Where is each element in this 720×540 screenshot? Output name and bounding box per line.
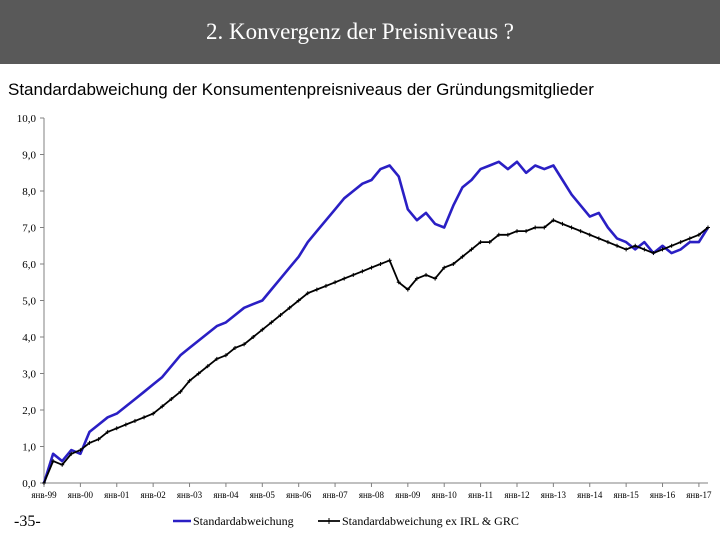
- series-line-2: [43, 219, 709, 484]
- y-tick-label: 8,0: [22, 186, 36, 198]
- x-tick-label: янв-06: [286, 490, 312, 500]
- x-tick-label: янв-16: [650, 490, 676, 500]
- series-line-1: [42, 160, 710, 484]
- x-tick-label: янв-13: [541, 490, 567, 500]
- x-tick-label: янв-00: [68, 490, 94, 500]
- x-tick-label: янв-01: [104, 490, 129, 500]
- x-tick-label: янв-07: [322, 490, 348, 500]
- x-tick-label: янв-08: [359, 490, 385, 500]
- legend-label-1: Standardabweichung: [193, 514, 294, 528]
- y-tick-label: 6,0: [22, 259, 36, 271]
- x-tick-label: янв-14: [577, 490, 603, 500]
- x-tick-label: янв-05: [250, 490, 276, 500]
- y-tick-label: 4,0: [22, 332, 36, 344]
- y-tick-label: 0,0: [22, 478, 36, 490]
- x-tick-label: янв-10: [432, 490, 458, 500]
- y-tick-label: 5,0: [22, 296, 36, 308]
- y-tick-label: 10,0: [17, 113, 37, 125]
- y-tick-label: 3,0: [22, 369, 36, 381]
- y-tick-label: 2,0: [22, 405, 36, 417]
- x-tick-label: янв-15: [614, 490, 640, 500]
- x-tick-label: янв-12: [504, 490, 529, 500]
- legend-label-2: Standardabweichung ex IRL & GRC: [342, 514, 519, 528]
- slide-header: 2. Konvergenz der Preisniveaus ?: [0, 0, 720, 64]
- x-tick-label: янв-17: [686, 490, 712, 500]
- y-tick-label: 1,0: [22, 442, 36, 454]
- page-number: -35-: [14, 513, 41, 530]
- y-tick-label: 7,0: [22, 223, 36, 235]
- x-tick-label: янв-09: [395, 490, 421, 500]
- x-tick-label: янв-11: [468, 490, 493, 500]
- y-tick-label: 9,0: [22, 150, 36, 162]
- chart-title: Standardabweichung der Konsumentenpreisn…: [8, 80, 594, 99]
- x-tick-label: янв-03: [177, 490, 203, 500]
- x-tick-label: янв-04: [213, 490, 239, 500]
- slide-title: 2. Konvergenz der Preisniveaus ?: [205, 19, 515, 44]
- x-tick-label: янв-99: [31, 490, 57, 500]
- x-tick-label: янв-02: [141, 490, 166, 500]
